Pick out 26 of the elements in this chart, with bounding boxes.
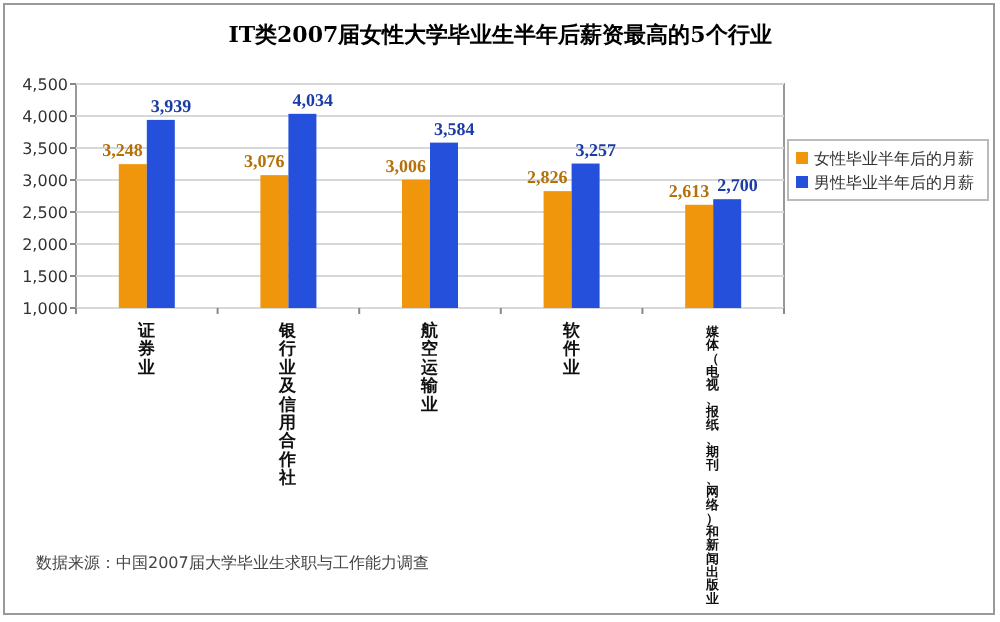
chart-title: IT类2007届女性大学毕业生半年后薪资最高的5个行业 xyxy=(228,22,772,48)
data-label: 3,584 xyxy=(434,118,476,139)
y-tick-label: 3,500 xyxy=(22,139,68,158)
data-label: 3,248 xyxy=(102,140,144,161)
category-label: 银行业及信用合作社 xyxy=(279,322,298,490)
x-tick-label: 软件业 xyxy=(560,320,583,379)
y-tick-label: 2,500 xyxy=(22,203,68,222)
data-label: 2,700 xyxy=(717,175,759,196)
source-note: 数据来源：中国2007届大学毕业生求职与工作能力调查 xyxy=(36,554,429,572)
y-tick-label: 1,000 xyxy=(22,299,68,318)
x-tick-label: 证券业 xyxy=(135,320,156,379)
legend-label: 男性毕业半年后的月薪 xyxy=(814,173,974,192)
x-tick-label: 航空运输业 xyxy=(419,320,441,416)
data-label: 3,006 xyxy=(385,155,427,176)
y-tick-label: 3,000 xyxy=(22,171,68,190)
y-tick-label: 4,000 xyxy=(22,107,68,126)
data-label: 2,826 xyxy=(527,167,569,188)
y-tick-label: 1,500 xyxy=(22,267,68,286)
y-tick-label: 4,500 xyxy=(22,75,68,94)
data-label: 2,613 xyxy=(668,180,711,201)
data-label: 4,034 xyxy=(292,89,334,110)
legend-label: 女性毕业半年后的月薪 xyxy=(814,149,974,168)
data-label: 3,257 xyxy=(575,139,618,160)
y-tick-label: 2,000 xyxy=(22,235,68,254)
data-label: 3,939 xyxy=(150,95,193,116)
data-label: 3,076 xyxy=(243,151,286,172)
